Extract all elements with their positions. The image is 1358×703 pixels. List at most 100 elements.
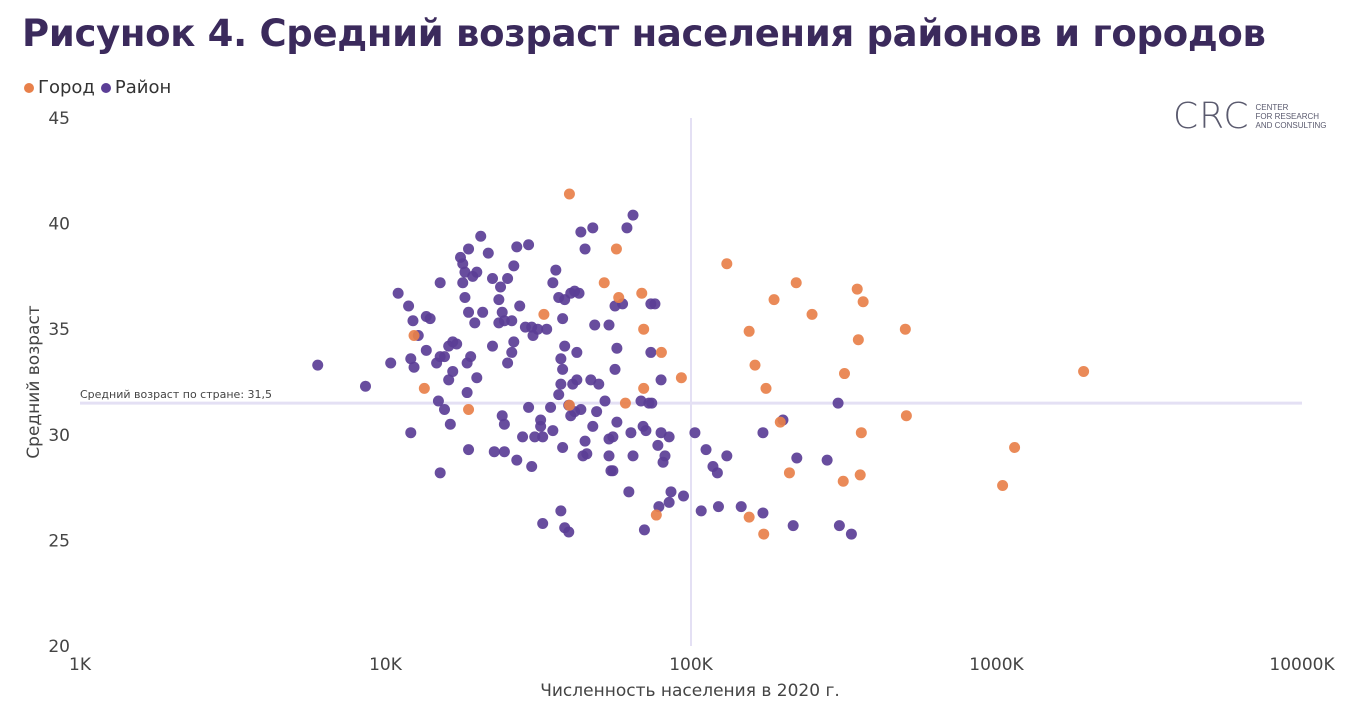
data-point-district — [845, 528, 857, 540]
legend-item-district[interactable]: Район — [100, 77, 172, 98]
data-point-district — [408, 361, 420, 373]
data-point-city — [563, 188, 575, 200]
data-point-district — [555, 505, 567, 517]
y-tick-label: 35 — [48, 320, 70, 340]
data-point-district — [487, 273, 499, 285]
legend-marker-city — [24, 82, 34, 93]
logo-line: AND CONSULTING — [1255, 121, 1327, 130]
data-point-city — [855, 427, 867, 439]
data-point-district — [557, 363, 569, 375]
logo-subtitle: CENTER FOR RESEARCH AND CONSULTING — [1256, 103, 1327, 130]
legend: Город Район — [24, 77, 171, 98]
data-point-district — [585, 374, 597, 386]
data-point-district — [469, 317, 481, 329]
data-point-district — [587, 222, 599, 234]
data-point-city — [619, 397, 631, 409]
data-point-district — [689, 427, 701, 439]
data-point-city — [638, 323, 650, 335]
data-point-district — [392, 287, 404, 299]
data-point-district — [495, 281, 507, 293]
data-point-district — [434, 467, 446, 479]
data-point-district — [471, 266, 483, 278]
y-tick-label: 25 — [48, 531, 70, 551]
data-point-city — [783, 467, 795, 479]
x-tick-label: 1K — [69, 655, 92, 675]
data-point-district — [537, 518, 549, 530]
data-point-district — [757, 427, 769, 439]
data-point-district — [477, 306, 489, 318]
data-point-district — [603, 450, 615, 462]
data-point-district — [663, 496, 675, 508]
data-point-district — [655, 374, 667, 386]
data-point-district — [506, 315, 518, 327]
data-point-city — [408, 330, 420, 342]
data-point-district — [496, 306, 508, 318]
data-point-district — [511, 454, 523, 466]
data-point-district — [498, 446, 510, 458]
data-point-district — [532, 323, 544, 335]
data-point-city — [854, 469, 866, 481]
data-point-district — [541, 323, 553, 335]
data-point-city — [790, 277, 802, 289]
data-point-district — [508, 336, 520, 348]
data-point-district — [493, 294, 505, 306]
data-point-district — [461, 357, 473, 369]
legend-label-district: Район — [114, 77, 172, 98]
data-point-district — [535, 420, 547, 432]
data-point-city — [563, 399, 575, 411]
data-point-district — [652, 439, 664, 451]
data-point-district — [627, 209, 639, 221]
data-point-district — [424, 313, 436, 325]
data-point-district — [555, 378, 567, 390]
data-point-city — [638, 382, 650, 394]
data-point-district — [712, 501, 724, 513]
data-point-district — [487, 340, 499, 352]
data-point-city — [613, 292, 625, 304]
data-point-district — [557, 313, 569, 325]
data-point-district — [407, 315, 419, 327]
x-tick-label: 10K — [369, 655, 403, 675]
data-point-district — [550, 264, 562, 276]
data-point-city — [900, 410, 912, 422]
data-point-city — [1009, 441, 1021, 453]
data-point-district — [599, 395, 611, 407]
data-point-district — [571, 346, 583, 358]
data-point-city — [857, 296, 869, 308]
data-point-district — [721, 450, 733, 462]
data-point-district — [459, 292, 471, 304]
data-point-city — [899, 323, 911, 335]
data-point-district — [735, 501, 747, 513]
data-point-district — [665, 486, 677, 498]
data-point-district — [611, 416, 623, 428]
legend-label-city: Город — [38, 77, 95, 98]
data-point-district — [559, 340, 571, 352]
data-point-city — [610, 243, 622, 255]
data-point-district — [791, 452, 803, 464]
data-point-district — [475, 230, 487, 242]
data-point-district — [557, 441, 569, 453]
data-point-district — [653, 501, 665, 513]
data-point-district — [420, 344, 432, 356]
data-point-district — [529, 431, 541, 443]
data-point-district — [385, 357, 397, 369]
data-point-district — [659, 450, 671, 462]
legend-item-city[interactable]: Город — [24, 77, 95, 98]
data-point-district — [444, 418, 456, 430]
x-tick-label: 100K — [669, 655, 713, 675]
data-point-city — [851, 283, 863, 295]
data-point-district — [677, 490, 689, 502]
data-point-district — [463, 243, 475, 255]
data-point-city — [837, 475, 849, 487]
data-point-district — [571, 374, 583, 386]
data-point-district — [623, 486, 635, 498]
data-point-district — [700, 444, 712, 456]
data-point-city — [852, 334, 864, 346]
y-tick-label: 20 — [48, 637, 70, 657]
data-point-district — [511, 241, 523, 253]
data-point-district — [438, 403, 450, 415]
data-point-district — [547, 425, 559, 437]
data-point-district — [502, 357, 514, 369]
data-point-district — [655, 427, 667, 439]
data-point-district — [757, 507, 769, 519]
data-point-district — [587, 420, 599, 432]
